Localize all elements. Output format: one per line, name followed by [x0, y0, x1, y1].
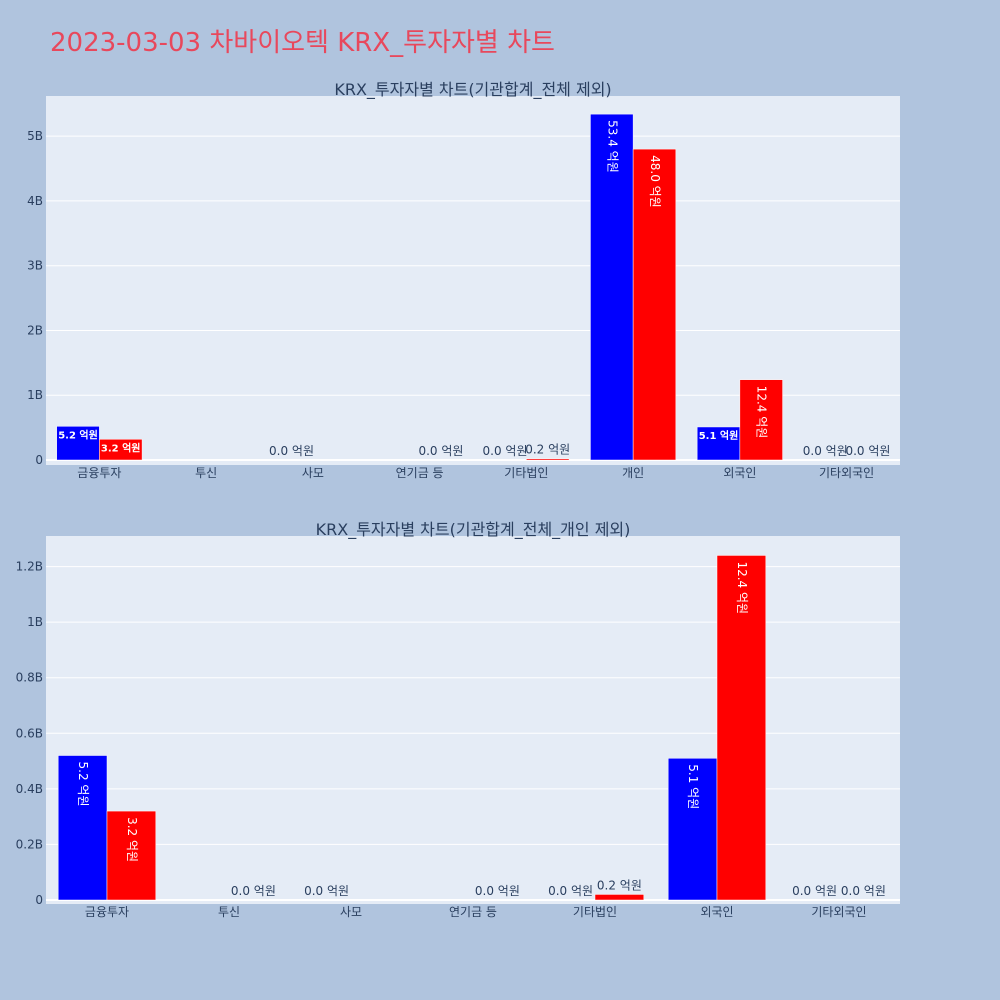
data-label: 0.0 억원 — [231, 884, 276, 898]
x-tick-label: 투신 — [195, 466, 217, 480]
data-label: 0.0 억원 — [845, 444, 890, 458]
x-tick-label: 기타외국인 — [811, 905, 866, 919]
chart-title-2: KRX_투자자별 차트(기관합계_전체_개인 제외) — [316, 520, 631, 540]
y-tick-label: 0.8B — [16, 671, 43, 685]
page-title: 2023-03-03 차바이오텍 KRX_투자자별 차트 — [50, 28, 555, 58]
data-label: 3.2 억원 — [125, 817, 139, 862]
x-tick-label: 기타법인 — [573, 905, 617, 919]
bar[interactable] — [594, 894, 645, 901]
x-tick-label: 개인 — [622, 466, 644, 480]
data-label: 0.0 억원 — [418, 444, 463, 458]
plot-area-2 — [46, 536, 900, 904]
bar[interactable] — [716, 555, 767, 901]
x-tick-label: 외국인 — [700, 905, 733, 919]
chart-title-1: KRX_투자자별 차트(기관합계_전체 제외) — [334, 80, 611, 100]
bar[interactable] — [590, 113, 634, 461]
y-tick-label: 5B — [27, 129, 43, 143]
y-tick-label: 3B — [27, 259, 43, 273]
bar[interactable] — [106, 810, 157, 901]
data-label: 3.2 억원 — [101, 441, 141, 454]
y-tick-label: 1.2B — [16, 560, 43, 574]
x-tick-label: 기타외국인 — [819, 466, 874, 480]
x-tick-label: 금융투자 — [85, 905, 129, 919]
bar[interactable] — [526, 458, 570, 461]
data-label: 0.0 억원 — [792, 884, 837, 898]
y-tick-label: 4B — [27, 194, 43, 208]
bar[interactable] — [739, 379, 783, 461]
x-tick-label: 외국인 — [723, 466, 756, 480]
data-label: 5.1 억원 — [686, 764, 700, 809]
y-tick-label: 1B — [27, 615, 43, 629]
data-label: 5.1 억원 — [699, 429, 739, 442]
y-tick-label: 0 — [35, 893, 43, 907]
bar[interactable] — [632, 148, 677, 461]
data-label: 0.0 억원 — [269, 444, 314, 458]
x-tick-label: 연기금 등 — [449, 905, 497, 919]
data-label: 0.0 억원 — [548, 884, 593, 898]
y-tick-label: 1B — [27, 388, 43, 402]
data-label: 0.0 억원 — [304, 884, 349, 898]
data-label: 5.2 억원 — [76, 762, 90, 807]
y-tick-label: 0 — [35, 453, 43, 467]
x-tick-label: 연기금 등 — [396, 466, 444, 480]
data-label: 12.4 억원 — [755, 386, 769, 439]
data-label: 0.2 억원 — [525, 443, 570, 457]
y-tick-label: 0.4B — [16, 782, 43, 796]
x-tick-label: 금융투자 — [77, 466, 121, 480]
x-tick-label: 기타법인 — [504, 466, 548, 480]
y-tick-label: 0.2B — [16, 837, 43, 851]
data-label: 0.0 억원 — [483, 444, 528, 458]
bar[interactable] — [667, 758, 718, 901]
data-label: 0.0 억원 — [803, 444, 848, 458]
y-tick-label: 0.6B — [16, 726, 43, 740]
bar[interactable] — [696, 426, 741, 461]
data-label: 0.0 억원 — [475, 884, 520, 898]
bar[interactable] — [56, 426, 100, 461]
x-tick-label: 사모 — [302, 466, 324, 480]
data-label: 5.2 억원 — [58, 428, 98, 441]
x-tick-label: 사모 — [340, 905, 362, 919]
bar[interactable] — [57, 755, 108, 901]
y-tick-label: 2B — [27, 323, 43, 337]
bar[interactable] — [99, 439, 143, 461]
data-label: 0.0 억원 — [841, 884, 886, 898]
data-label: 48.0 억원 — [648, 155, 662, 208]
data-label: 53.4 억원 — [605, 120, 619, 173]
data-label: 0.2 억원 — [597, 878, 642, 892]
data-label: 12.4 억원 — [735, 561, 749, 614]
x-tick-label: 투신 — [218, 905, 240, 919]
